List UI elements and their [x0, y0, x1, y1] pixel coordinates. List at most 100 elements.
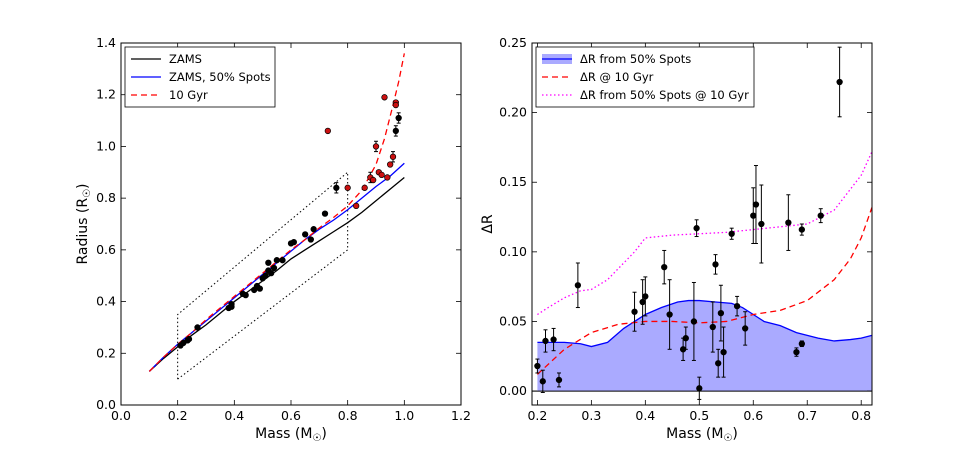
right-point-16 — [709, 323, 716, 331]
left-legend-label-1: ZAMS, 50% Spots — [169, 70, 271, 84]
left-point-red-0 — [324, 127, 331, 135]
left-legend: ZAMS ZAMS, 50% Spots 10 Gyr — [124, 46, 276, 108]
left-point-red-11 — [389, 153, 397, 160]
right-point-4 — [555, 376, 563, 384]
right-point-26 — [758, 220, 765, 228]
left-ytick-label-4: 0.8 — [96, 190, 116, 205]
left-point-red-2 — [353, 202, 360, 210]
right-axes-frame — [531, 42, 873, 406]
left-point-21 — [307, 236, 314, 243]
left-xtick-label-6: 1.2 — [451, 408, 471, 423]
right-ytick-label-4: 0.20 — [499, 105, 527, 120]
right-point-20 — [720, 348, 727, 356]
right-point-18 — [715, 360, 722, 367]
left-series-line-0 — [148, 176, 405, 372]
left-ytick-label-3: 0.6 — [96, 242, 116, 257]
left-point-4 — [194, 324, 201, 331]
left-xtick-label-3: 0.6 — [281, 408, 301, 423]
right-series-line-0 — [537, 299, 872, 348]
right-legend-box — [535, 46, 755, 108]
right-point-7 — [639, 298, 646, 306]
right-ytick-label-5: 0.25 — [499, 35, 527, 50]
right-panel-delta-r-vs-mass: 0.2 0.3 0.4 0.5 0.6 0.7 0.8 0.00 0.05 0.10 0.15 0.2… — [480, 35, 873, 444]
right-xtick-label-4: 0.6 — [743, 408, 763, 423]
right-point-8 — [642, 293, 649, 300]
left-y-axis-label: Radius (R☉) — [75, 183, 93, 264]
right-point-27 — [785, 219, 792, 226]
right-point-15 — [696, 385, 703, 392]
right-point-12 — [682, 335, 689, 342]
left-point-3 — [185, 335, 193, 343]
right-series-line-2 — [537, 151, 872, 316]
right-point-28 — [793, 348, 800, 356]
right-point-31 — [817, 212, 824, 219]
right-point-25 — [752, 201, 760, 208]
left-point-24 — [333, 184, 340, 191]
right-series-fill-0 — [537, 300, 872, 392]
left-point-18 — [279, 257, 286, 264]
right-legend-label-0: ΔR from 50% Spots — [580, 52, 691, 66]
left-ytick-label-5: 1.0 — [96, 138, 116, 153]
left-xtick-label-1: 0.2 — [168, 408, 188, 423]
left-point-red-14 — [387, 161, 394, 168]
left-point-27 — [228, 303, 235, 310]
right-x-axis-label: Mass (M☉) — [666, 426, 738, 444]
right-ytick-label-3: 0.15 — [499, 174, 527, 189]
right-point-13 — [690, 318, 698, 325]
left-point-15 — [268, 269, 275, 277]
left-point-29 — [302, 231, 309, 238]
right-xtick-label-5: 0.7 — [797, 408, 817, 423]
left-ytick-label-7: 1.4 — [96, 35, 116, 50]
left-point-red-1 — [344, 184, 351, 191]
left-point-26 — [395, 114, 402, 122]
left-point-25 — [392, 127, 399, 135]
left-xtick-label-2: 0.4 — [224, 408, 244, 423]
left-ytick-label-2: 0.4 — [96, 294, 116, 309]
left-point-red-3 — [361, 184, 368, 191]
right-point-0 — [534, 362, 541, 370]
left-point-22 — [310, 226, 317, 233]
right-xtick-label-6: 0.8 — [851, 408, 871, 423]
right-point-30 — [798, 340, 805, 347]
right-point-3 — [550, 336, 557, 343]
left-point-13 — [262, 272, 269, 279]
right-xtick-label-3: 0.5 — [689, 408, 709, 423]
right-y-axis-label: ΔR — [480, 214, 496, 234]
left-xtick-label-5: 1.0 — [394, 408, 414, 423]
left-point-red-5 — [370, 176, 377, 184]
left-xtick-label-0: 0.0 — [111, 408, 131, 423]
right-point-21 — [728, 230, 735, 237]
left-point-28 — [265, 259, 272, 266]
right-point-14 — [693, 225, 700, 232]
right-xtick-label-0: 0.2 — [527, 408, 547, 423]
right-ytick-label-0: 0.00 — [499, 383, 527, 398]
right-legend-label-1: ΔR @ 10 Gyr — [580, 70, 654, 84]
left-legend-label-2: 10 Gyr — [169, 88, 208, 102]
right-legend: ΔR from 50% Spots ΔR @ 10 Gyr ΔR from 50% … — [535, 46, 755, 108]
right-point-6 — [631, 308, 638, 315]
right-ytick-label-1: 0.05 — [499, 313, 527, 328]
left-point-red-13 — [392, 101, 399, 109]
left-point-red-10 — [384, 174, 391, 181]
right-point-9 — [661, 264, 668, 271]
left-ytick-label-1: 0.2 — [96, 345, 116, 360]
left-point-16 — [270, 264, 278, 272]
right-point-23 — [742, 325, 749, 332]
right-point-2 — [542, 337, 549, 345]
left-point-11 — [256, 285, 263, 292]
right-xtick-label-2: 0.4 — [635, 408, 655, 423]
left-xtick-label-4: 0.8 — [338, 408, 358, 423]
left-point-red-6 — [372, 143, 380, 150]
left-ytick-label-0: 0.0 — [96, 397, 116, 412]
right-xtick-label-1: 0.3 — [581, 408, 601, 423]
left-legend-label-0: ZAMS — [169, 52, 202, 66]
left-panel-radius-vs-mass: 0.0 0.2 0.4 0.6 0.8 1.0 1.2 0.0 0.2 0.4 0.6 0.8 1.0 1… — [75, 35, 471, 444]
right-point-10 — [666, 311, 673, 318]
right-ytick-label-2: 0.10 — [499, 244, 527, 259]
right-point-29 — [798, 226, 805, 233]
right-point-22 — [733, 302, 741, 310]
right-point-17 — [712, 261, 719, 268]
right-point-32 — [836, 78, 843, 86]
left-point-20 — [290, 238, 297, 246]
